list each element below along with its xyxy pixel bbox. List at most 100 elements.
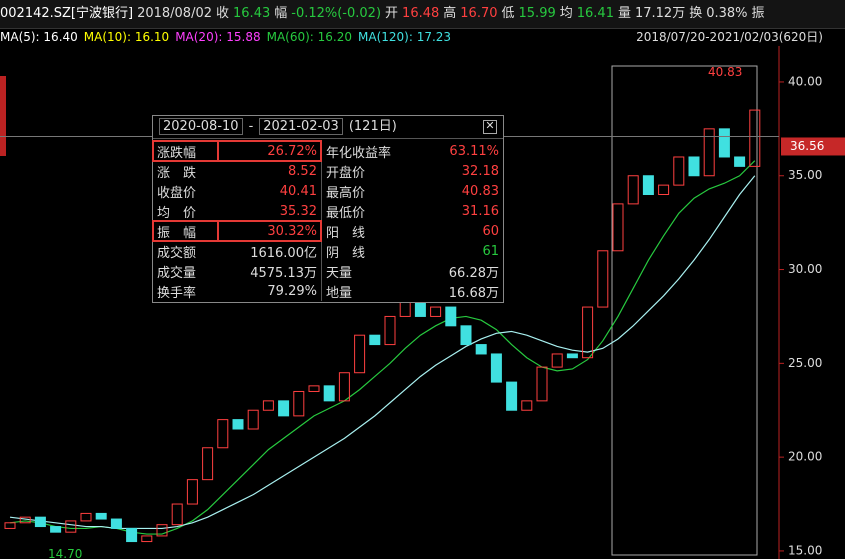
candle bbox=[202, 447, 214, 481]
stat-label: 振 幅 bbox=[152, 220, 219, 242]
price-tag bbox=[781, 137, 845, 156]
header-field: 均 bbox=[559, 6, 573, 21]
stat-label: 涨 跌 bbox=[157, 165, 197, 181]
stat-label: 收盘价 bbox=[157, 185, 197, 201]
candle bbox=[734, 156, 746, 167]
stat-label: 最高价 bbox=[320, 181, 423, 201]
candle bbox=[80, 512, 92, 522]
stat-value: 30.32% bbox=[216, 220, 323, 242]
header-field: 16.43 bbox=[233, 6, 271, 21]
stat-value: 63.11% bbox=[449, 143, 499, 159]
stats-row: 成交量 4575.13万 天量 66.28万 bbox=[153, 261, 503, 281]
date-range[interactable]: 2018/07/20-2021/02/03(620日) bbox=[636, 30, 823, 44]
candle bbox=[642, 175, 654, 196]
candle bbox=[262, 400, 274, 411]
stats-row: 换手率 79.29% 地量 16.68万 bbox=[153, 281, 503, 301]
candle bbox=[430, 306, 442, 317]
candle bbox=[718, 128, 730, 158]
stat-value: 31.16 bbox=[461, 203, 499, 219]
stat-value: 16.68万 bbox=[448, 285, 499, 301]
candle bbox=[278, 400, 290, 417]
header-field: 高 bbox=[443, 6, 457, 21]
candle bbox=[597, 250, 609, 308]
stats-row: 成交额 1616.00亿阴 线 61 bbox=[153, 241, 503, 261]
candle bbox=[141, 535, 153, 543]
ma-legend: MA(5): 16.40 MA(10): 16.10 MA(20): 15.88 MA… bbox=[0, 29, 845, 46]
stats-row: 涨 跌 8.52 开盘价 32.18 bbox=[153, 161, 503, 181]
quote-header: 002142.SZ[宁波银行] 2018/08/02 收 16.43 幅 -0.12%(-… bbox=[0, 0, 845, 29]
to-date[interactable]: 2021-02-03 bbox=[259, 118, 343, 135]
stat-value: 32.18 bbox=[461, 163, 499, 179]
stat-value: 4575.13万 bbox=[250, 265, 317, 281]
header-field: 002142.SZ[宁波银行] bbox=[0, 6, 134, 21]
close-button[interactable]: ✕ bbox=[483, 120, 497, 134]
candle bbox=[490, 353, 502, 383]
candle bbox=[34, 516, 46, 528]
header-field: 振 bbox=[751, 6, 765, 21]
from-date[interactable]: 2020-08-10 bbox=[159, 118, 243, 135]
candle bbox=[19, 516, 31, 524]
candle bbox=[126, 527, 138, 543]
candle bbox=[551, 353, 563, 368]
stat-label: 阳 线 bbox=[320, 221, 423, 241]
stats-row: 振 幅 30.32% 阳 线 60 bbox=[152, 220, 503, 242]
header-field: 幅 bbox=[274, 6, 288, 21]
y-tick-label: 20.00 bbox=[788, 450, 822, 464]
stats-row: 收盘价 40.41 最高价 40.83 bbox=[153, 181, 503, 201]
header-field: 收 bbox=[216, 6, 230, 21]
stats-row: 涨跌幅 26.72% 年化收益率 63.11% bbox=[152, 140, 503, 162]
ma-label: MA(5): 16.40 bbox=[0, 30, 78, 44]
candle bbox=[156, 524, 168, 537]
range-stats-popup: 2020-08-10-2021-02-03 (121日) ✕ 涨跌幅 26.72% 年… bbox=[152, 115, 504, 303]
candle bbox=[171, 503, 183, 526]
candle bbox=[110, 518, 122, 529]
stat-value: 40.41 bbox=[279, 183, 317, 199]
stat-label: 成交额 bbox=[157, 245, 197, 261]
days: (121日) bbox=[348, 119, 397, 134]
high-label: 40.83 bbox=[708, 65, 742, 79]
stat-label: 阴 线 bbox=[320, 241, 423, 261]
header-field: 15.99 bbox=[518, 6, 556, 21]
candle bbox=[521, 400, 533, 411]
stat-label: 成交量 bbox=[157, 265, 197, 281]
candle bbox=[4, 522, 16, 529]
selection-box bbox=[611, 65, 758, 556]
stats-row: 均 价 35.32 最低价 31.16 bbox=[153, 201, 503, 221]
candle bbox=[338, 372, 350, 402]
stat-label: 最低价 bbox=[320, 201, 423, 221]
candle bbox=[506, 381, 518, 411]
candle bbox=[384, 315, 396, 346]
stat-value: 66.28万 bbox=[448, 265, 499, 281]
stat-label: 均 价 bbox=[157, 205, 197, 221]
candle bbox=[582, 306, 594, 359]
popup-header: 2020-08-10-2021-02-03 (121日) ✕ bbox=[153, 116, 503, 139]
header-field: -0.12%(-0.02) bbox=[291, 6, 382, 21]
header-field: 16.48 bbox=[402, 6, 440, 21]
candle bbox=[217, 419, 229, 449]
ma-label: MA(20): 15.88 bbox=[175, 30, 261, 44]
low-label: 14.70 bbox=[48, 547, 82, 559]
ma-label: MA(120): 17.23 bbox=[358, 30, 452, 44]
stat-value: 60 bbox=[482, 223, 499, 239]
candle bbox=[673, 156, 685, 186]
header-field: 16.41 bbox=[576, 6, 614, 21]
candle bbox=[627, 175, 639, 205]
candle bbox=[65, 520, 77, 533]
stat-value: 61 bbox=[482, 243, 499, 259]
header-field: 低 bbox=[501, 6, 515, 21]
candle bbox=[536, 366, 548, 402]
stat-label: 天量 bbox=[320, 261, 423, 281]
y-tick-label: 40.00 bbox=[788, 74, 822, 88]
stat-label: 地量 bbox=[320, 281, 423, 301]
header-field: 2018/08/02 bbox=[137, 6, 212, 21]
side-marker bbox=[0, 76, 6, 156]
chart: 40.00 35.00 30.00 25.00 20.00 15.00 36.56 40.83… bbox=[0, 46, 845, 559]
y-tick-label: 25.00 bbox=[788, 356, 822, 370]
header-field: 17.12万 bbox=[634, 6, 686, 21]
candle bbox=[293, 390, 305, 417]
candle bbox=[186, 479, 198, 505]
candle bbox=[323, 385, 335, 402]
dash: - bbox=[248, 119, 254, 134]
stats-table: 涨跌幅 26.72% 年化收益率 63.11% 涨 跌 8.52 开盘价 32.18 收盘价 40… bbox=[152, 140, 503, 301]
header-field: 量 bbox=[617, 6, 631, 21]
